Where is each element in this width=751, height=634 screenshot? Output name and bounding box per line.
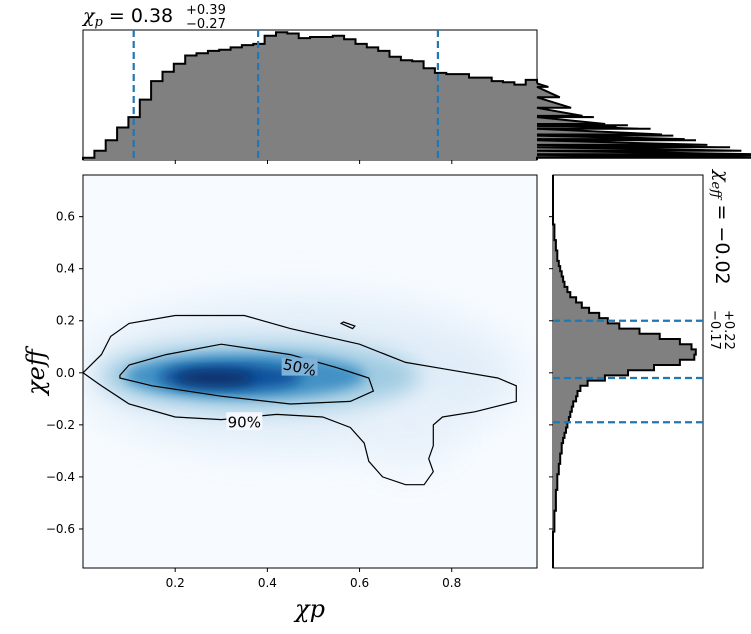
contour-line-1 [83,314,517,486]
top-panel-title-lower: −0.27 [186,17,226,32]
credible-contours [83,314,517,486]
contour-label-background-1 [226,412,263,431]
contour-line-2 [339,321,356,330]
x-tick-label-3: 0.8 [442,576,461,590]
right-marginal-panel: χeff = −0.02 +0.22 −0.17 [549,168,736,569]
contour-labels: 50%90% [226,355,318,431]
top-panel-xticks [174,160,453,164]
y-tick-label-0: 0.6 [56,210,75,224]
density-peak [175,370,255,386]
y-tick-label-1: 0.4 [56,262,75,276]
top-histogram-step [82,31,751,160]
top-panel-title-upper: +0.39 [186,3,226,18]
svg-text:χeff = −0.02: χeff = −0.02 [708,168,733,285]
y-tick-label-3: 0.0 [56,366,75,380]
top-panel-title: χp = 0.38 [81,5,173,30]
x-tick-label-1: 0.4 [258,576,277,590]
joint-panel-frame [82,174,538,569]
right-histogram-fill [553,175,696,568]
right-panel-title: χeff = −0.02 +0.22 −0.17 [707,168,736,350]
x-tick-label-2: 0.6 [350,576,369,590]
top-marginal-panel: χp = 0.38 +0.39 −0.27 [81,3,751,164]
y-axis-label: χeff [22,345,50,397]
right-panel-yticks [549,216,553,530]
y-tick-label-5: −0.4 [46,470,75,484]
x-axis-label: χp [293,595,325,623]
y-axis-ticks: 0.6 0.4 0.2 0.0 −0.2 −0.4 −0.6 [46,210,83,536]
x-axis-ticks: 0.2 0.4 0.6 0.8 [166,568,461,590]
contour-label-background-0 [281,357,318,376]
contour-label-1: 90% [228,413,261,431]
y-tick-label-4: −0.2 [46,418,75,432]
contour-line-0 [119,343,375,405]
right-histogram-step [552,175,697,568]
y-tick-label-6: −0.6 [46,522,75,536]
x-tick-label-0: 0.2 [166,576,185,590]
right-quantile-lines [553,319,703,424]
right-panel-title-upper: +0.22 [721,310,736,350]
joint-panel: 50%90% 0.2 0.4 0.6 0.8 0.6 0.4 0.2 0.0 −0.2 −0.4… [22,174,538,623]
y-tick-label-2: 0.2 [56,314,75,328]
right-panel-title-lower: −0.17 [707,310,722,350]
